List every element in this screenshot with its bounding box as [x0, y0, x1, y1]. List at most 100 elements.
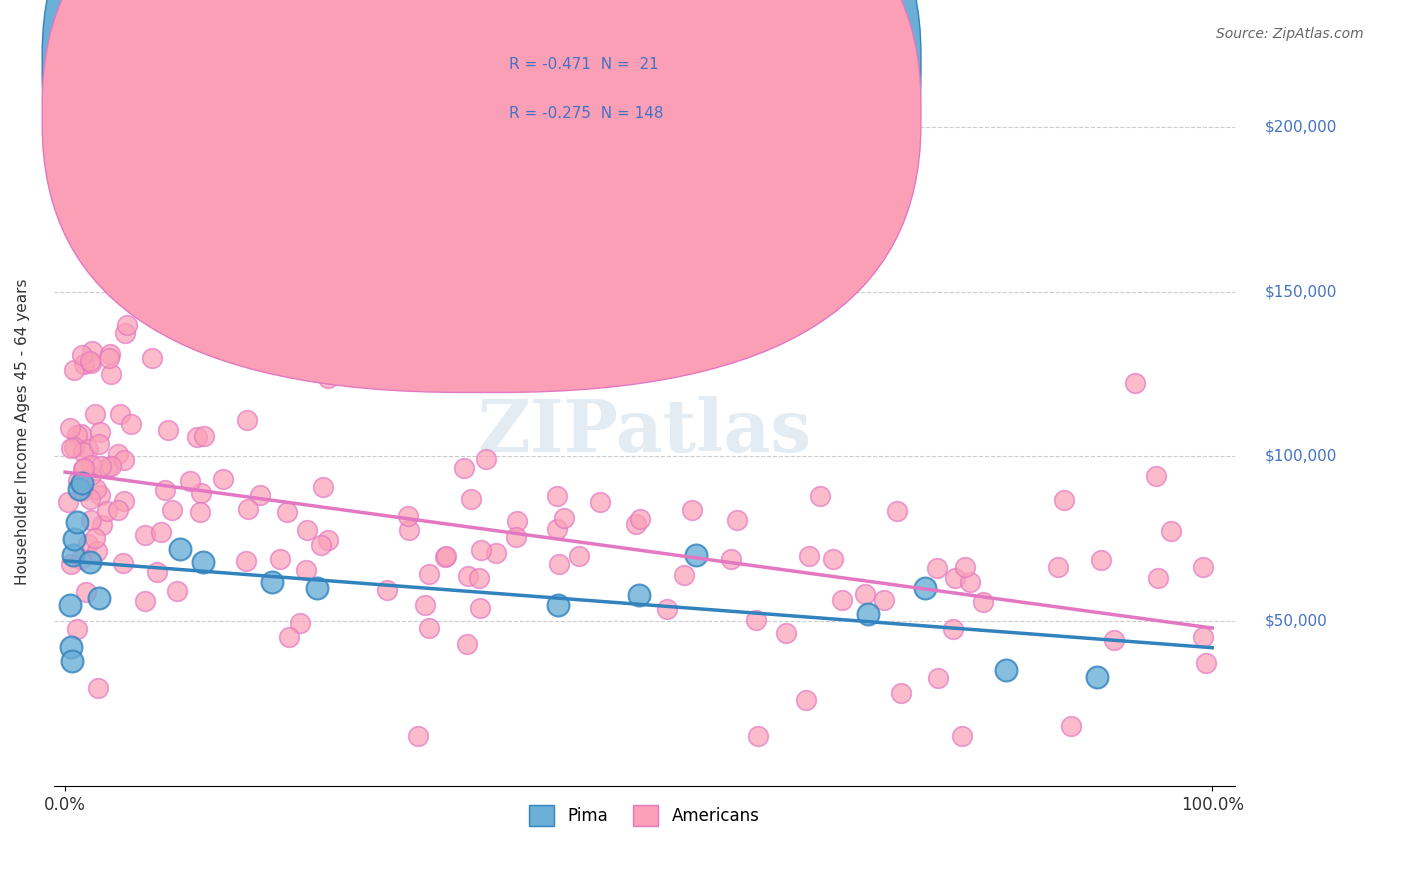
Point	[72, 475, 94, 490]
Point	[269, 551, 291, 566]
Point	[1123, 376, 1146, 390]
Point	[62, 548, 84, 562]
Point	[63, 532, 86, 546]
Point	[191, 555, 214, 569]
Point	[63, 440, 86, 454]
Point	[1191, 630, 1213, 644]
Point	[553, 510, 575, 524]
Point	[505, 530, 527, 544]
Point	[98, 347, 121, 361]
Point	[114, 326, 136, 340]
Point	[295, 523, 318, 537]
Point	[66, 428, 89, 442]
Point	[235, 554, 257, 568]
Point	[375, 583, 398, 598]
Text: R = -0.275  N = 148: R = -0.275 N = 148	[509, 106, 664, 120]
Point	[796, 693, 818, 707]
Point	[79, 467, 101, 482]
Point	[1160, 524, 1182, 538]
Point	[193, 429, 215, 443]
Point	[249, 488, 271, 502]
Point	[953, 560, 976, 574]
Point	[396, 509, 419, 524]
Point	[86, 482, 108, 496]
Point	[115, 318, 138, 332]
Point	[747, 730, 769, 744]
Point	[655, 602, 678, 616]
Point	[456, 637, 478, 651]
Text: $200,000: $200,000	[1264, 120, 1337, 135]
Point	[277, 630, 299, 644]
Point	[84, 531, 107, 545]
Point	[627, 588, 650, 602]
Point	[316, 370, 339, 384]
Point	[546, 489, 568, 503]
Point	[1060, 719, 1083, 733]
Point	[950, 730, 973, 744]
Point	[1191, 560, 1213, 574]
Point	[59, 442, 82, 456]
Point	[745, 613, 768, 627]
Point	[434, 549, 457, 563]
Point	[276, 505, 298, 519]
Point	[69, 426, 91, 441]
Point	[107, 447, 129, 461]
Point	[169, 541, 191, 556]
Point	[179, 474, 201, 488]
Point	[236, 413, 259, 427]
Point	[886, 504, 908, 518]
Point	[66, 622, 89, 636]
Point	[288, 616, 311, 631]
Point	[190, 505, 212, 519]
Point	[468, 571, 491, 585]
Point	[166, 583, 188, 598]
Point	[112, 494, 135, 508]
Point	[548, 557, 571, 571]
Point	[155, 483, 177, 497]
Point	[413, 598, 436, 612]
Point	[589, 495, 612, 509]
Point	[86, 544, 108, 558]
Point	[418, 567, 440, 582]
Point	[186, 430, 208, 444]
Point	[681, 503, 703, 517]
Point	[959, 575, 981, 590]
Point	[87, 681, 110, 695]
Point	[460, 491, 482, 506]
Point	[72, 484, 94, 499]
Point	[470, 542, 492, 557]
Point	[1087, 670, 1109, 684]
Point	[398, 523, 420, 537]
Point	[568, 549, 591, 563]
Point	[1144, 469, 1167, 483]
Point	[73, 461, 96, 475]
Point	[80, 356, 103, 370]
Text: $150,000: $150,000	[1264, 284, 1337, 299]
Point	[942, 623, 965, 637]
Point	[434, 549, 457, 564]
Point	[994, 664, 1017, 678]
Point	[673, 567, 696, 582]
Point	[190, 486, 212, 500]
Point	[853, 587, 876, 601]
Point	[1053, 493, 1076, 508]
Point	[134, 527, 156, 541]
Point	[720, 552, 742, 566]
Point	[453, 461, 475, 475]
Point	[1046, 559, 1069, 574]
Point	[112, 453, 135, 467]
Point	[70, 348, 93, 362]
Point	[475, 452, 498, 467]
Point	[112, 557, 135, 571]
Text: $50,000: $50,000	[1264, 614, 1327, 629]
Point	[72, 462, 94, 476]
Point	[914, 581, 936, 595]
Point	[63, 363, 86, 377]
Point	[457, 569, 479, 583]
Point	[60, 654, 83, 668]
Point	[856, 607, 879, 622]
Point	[406, 730, 429, 744]
Point	[505, 514, 527, 528]
Text: $100,000: $100,000	[1264, 449, 1337, 464]
Point	[1102, 632, 1125, 647]
